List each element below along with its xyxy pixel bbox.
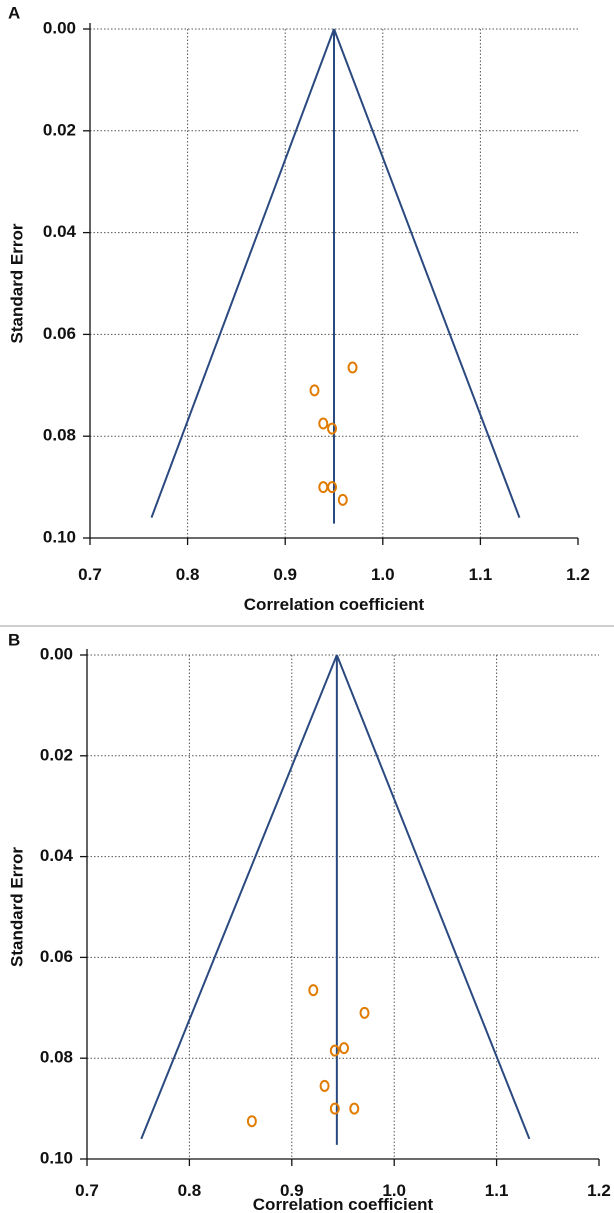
funnel-left-boundary (140, 654, 338, 1140)
study-point (319, 1079, 330, 1092)
x-tick-label: 0.7 (78, 565, 102, 584)
study-point (327, 481, 338, 494)
y-tick-label: 0.10 (40, 1148, 73, 1167)
panel-label: B (8, 630, 20, 649)
study-point (339, 1042, 350, 1055)
y-tick-label: 0.04 (40, 846, 74, 865)
x-tick-label: 1.1 (485, 1181, 509, 1200)
study-point (309, 384, 320, 397)
study-point (349, 1102, 360, 1115)
y-tick-label: 0.02 (40, 745, 73, 764)
study-point (318, 417, 329, 430)
panel-a-funnel-plot: A 0.7 0.8 0.9 1.0 1.1 1.2 0.00 0.02 0.04 0.06 0.08 0… (7, 3, 589, 614)
x-tick-label: 1.1 (469, 565, 493, 584)
y-tick-label: 0.02 (43, 120, 76, 139)
x-tick-label: 0.8 (176, 565, 200, 584)
y-tick-label: 0.00 (43, 18, 76, 37)
study-point (327, 422, 338, 435)
y-tick-label: 0.04 (43, 222, 77, 241)
x-tick-label: 1.0 (371, 565, 395, 584)
x-tick-label: 0.8 (178, 1181, 202, 1200)
study-point (329, 1044, 340, 1057)
study-point (359, 1006, 370, 1019)
study-point (246, 1115, 257, 1128)
study-point (347, 361, 358, 374)
study-point (329, 1102, 340, 1115)
study-point (337, 493, 348, 506)
y-tick-label: 0.08 (43, 426, 76, 445)
x-tick-label: 1.2 (566, 565, 590, 584)
panel-b-funnel-plot: B 0.7 0.8 0.9 1.0 1.1 1.2 0.00 0.02 0.04 0.06 0.08 0… (7, 630, 610, 1213)
y-tick-label: 0.10 (43, 527, 76, 546)
x-tick-label: 0.9 (280, 1181, 304, 1200)
x-axis-title: Correlation coefficient (244, 595, 425, 614)
x-tick-label: 0.7 (75, 1181, 99, 1200)
funnel-right-boundary (335, 654, 531, 1140)
study-point (318, 481, 329, 494)
y-axis-title: Standard Error (7, 223, 26, 343)
x-tick-label: 1.0 (382, 1181, 406, 1200)
y-axis-title: Standard Error (7, 847, 26, 967)
funnel-left-boundary (150, 28, 335, 518)
funnel-right-boundary (333, 28, 521, 518)
y-tick-label: 0.00 (40, 644, 73, 663)
panel-label: A (8, 3, 20, 22)
x-tick-label: 1.2 (587, 1181, 611, 1200)
x-tick-label: 0.9 (273, 565, 297, 584)
y-tick-label: 0.06 (40, 947, 73, 966)
x-axis-title: Correlation coefficient (253, 1195, 434, 1213)
y-tick-label: 0.08 (40, 1048, 73, 1067)
y-tick-label: 0.06 (43, 324, 76, 343)
study-point (308, 984, 319, 997)
